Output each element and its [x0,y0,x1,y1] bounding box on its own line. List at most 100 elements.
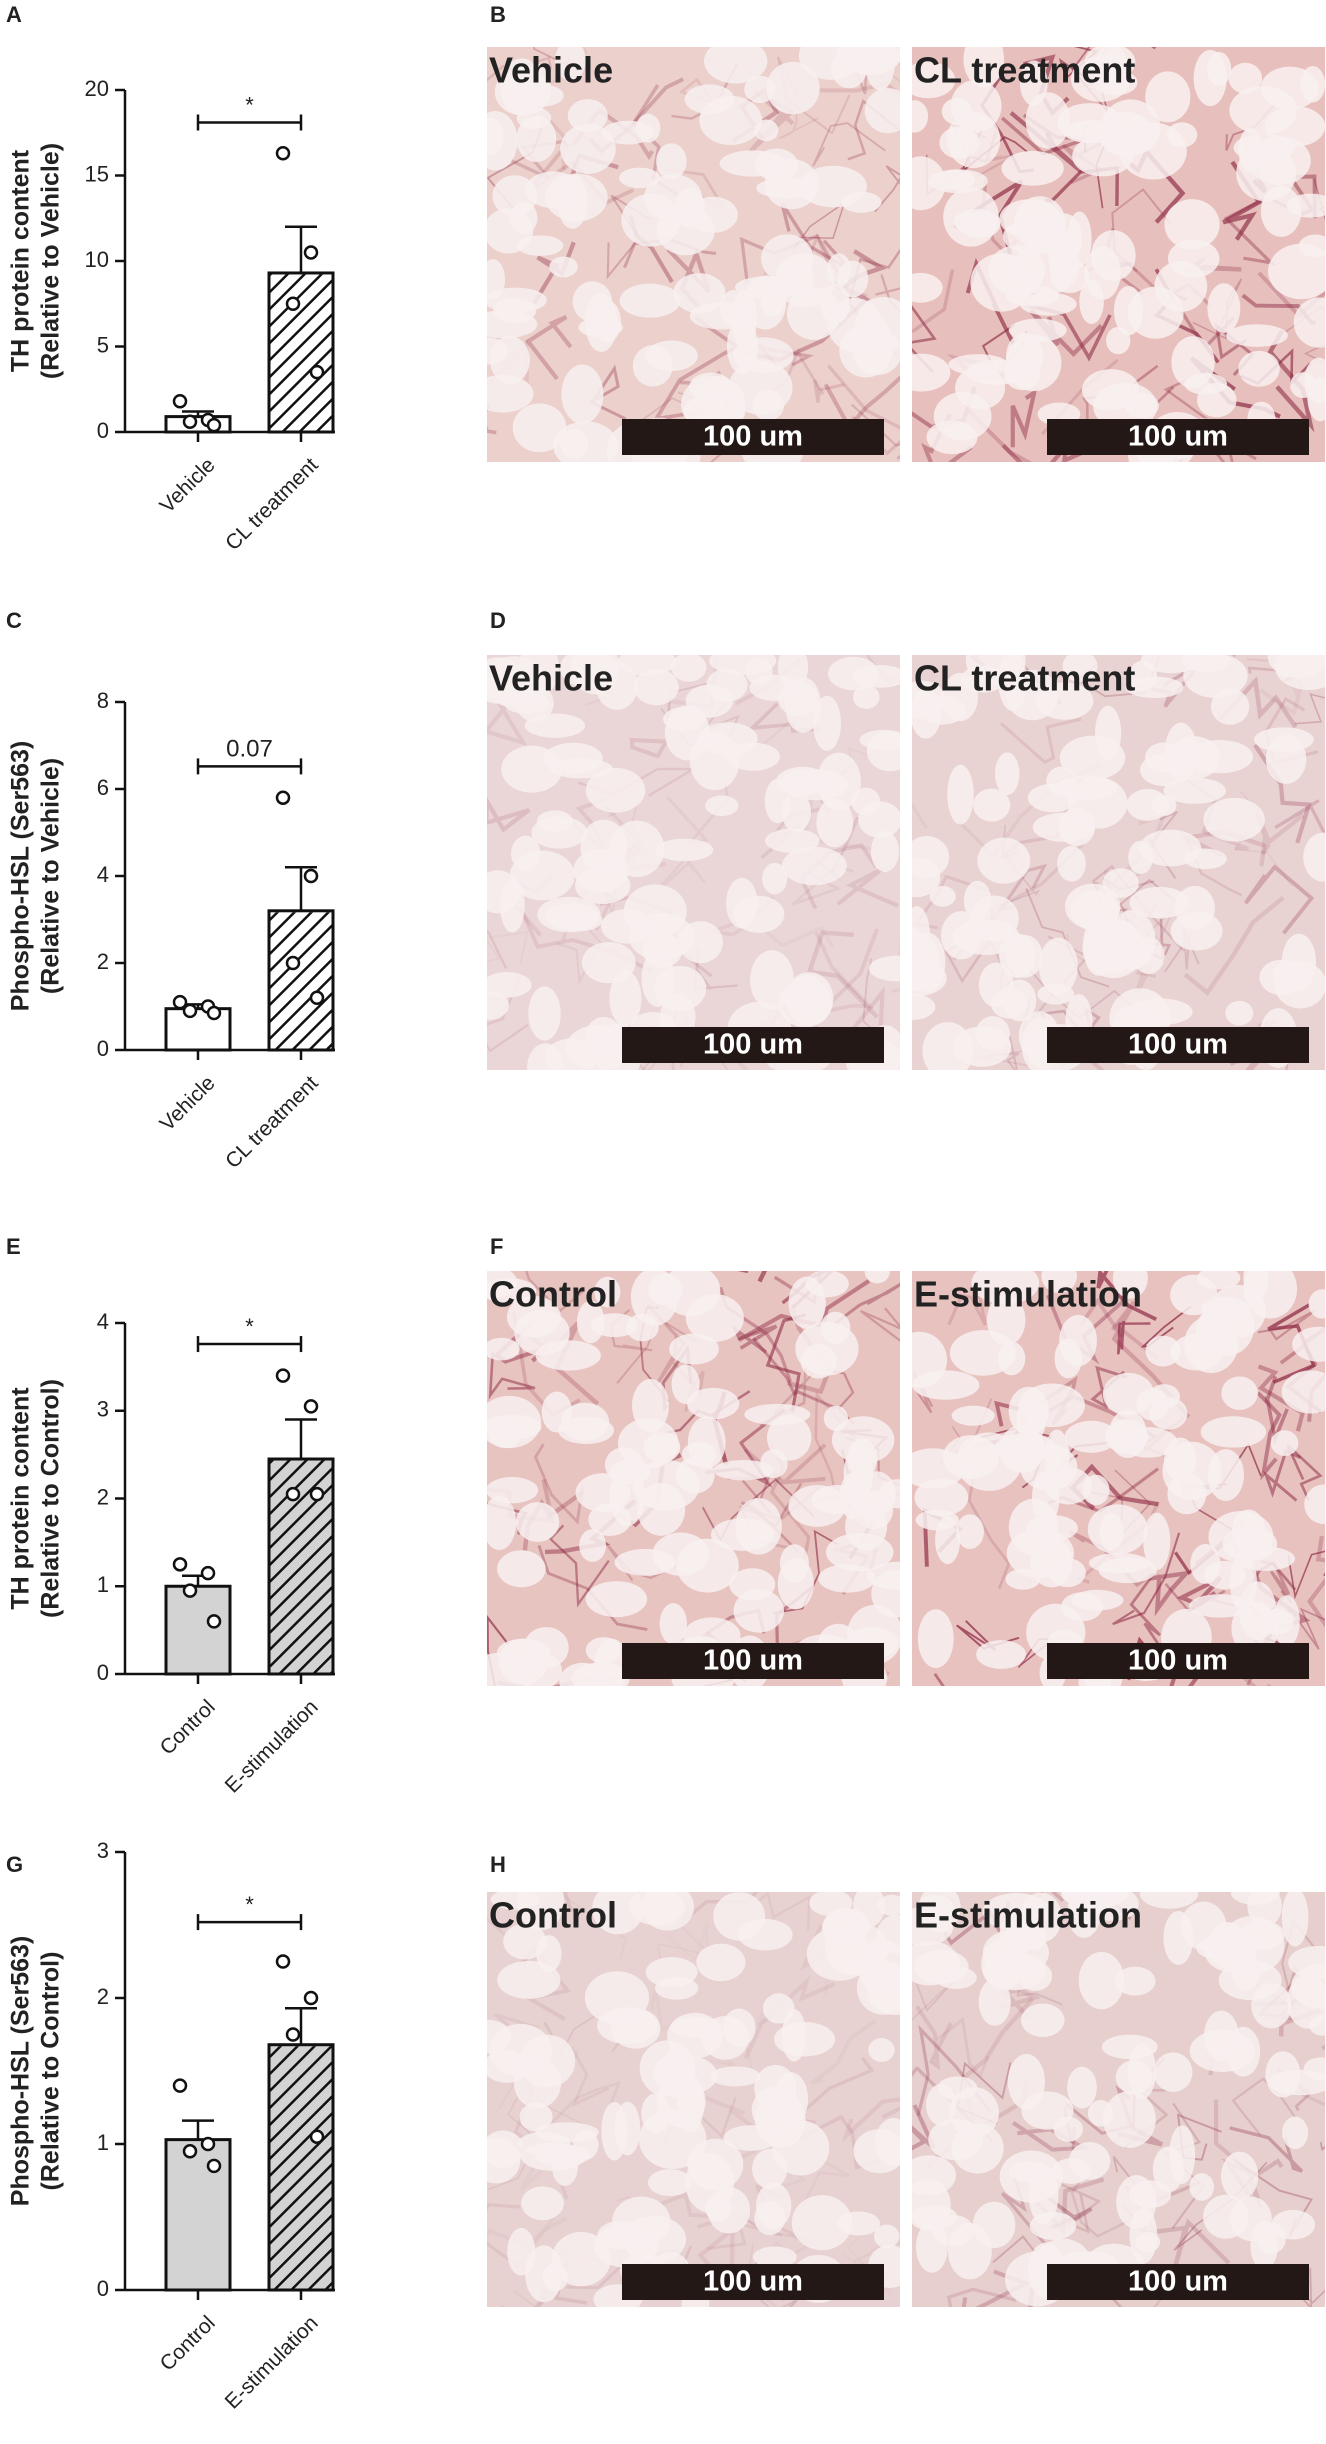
stain-fiber [812,931,875,1016]
stain-fiber [1287,1550,1325,1600]
adipocyte [729,1568,776,1601]
adipocyte [981,1938,1027,1989]
adipocyte [612,2196,671,2247]
adipocyte [744,1403,811,1426]
adipocyte [719,150,786,177]
adipocyte [1281,1892,1309,1947]
adipocyte [1228,62,1263,94]
adipocyte [735,1498,782,1555]
adipocyte [1106,326,1131,355]
adipocyte [950,79,1002,133]
panel-letter: H [490,1852,506,1877]
data-point [206,1614,222,1629]
stain-fiber [1257,1364,1306,1432]
y-tick-label: 1 [97,1572,109,1597]
image-label: E-stimulation [914,1895,1142,1936]
y-axis-label: (Relative to Control) [37,1952,65,2191]
adipocyte [949,1330,1016,1376]
adipocyte [500,58,544,116]
adipocyte [966,359,1027,385]
adipocyte [623,884,687,939]
panel-letter: B [490,2,506,27]
scale-bar-label: 100 um [1128,1645,1228,1677]
adipocyte [1282,2116,1309,2150]
stain-fiber [570,2046,610,2108]
adipocyte [1093,382,1158,431]
bar-hatch [270,2046,332,2289]
adipocyte [1072,135,1134,177]
data-point [172,2078,188,2093]
adipocyte [664,705,710,761]
adipocyte [706,668,748,702]
adipocyte [1201,1297,1250,1321]
stain-fiber [1306,1535,1325,1628]
adipocyte [670,655,707,682]
adipocyte [766,61,820,115]
stain-fiber [731,1324,778,1354]
adipocyte [1115,2060,1153,2094]
y-tick-label: 15 [85,161,109,186]
adipocyte [781,792,812,832]
adipocyte [1114,1966,1156,1996]
adipocyte [594,1638,629,1686]
adipocyte [837,2211,881,2236]
adipocyte [1273,1595,1300,1647]
adipocyte [982,1892,1051,1931]
adipocyte [503,1923,547,1960]
adipocyte [912,857,941,898]
y-tick-label: 3 [97,1397,109,1422]
stain-fiber [1267,1303,1316,1384]
x-tick-label: E-stimulation [221,2311,323,2413]
adipocyte [1064,1420,1118,1453]
adipocyte [1292,1326,1325,1362]
stain-fiber [525,314,573,381]
adipocyte [827,656,880,691]
adipocyte [965,655,1026,686]
data-point [309,1486,325,1502]
adipocyte [512,403,567,453]
adipocyte [912,353,951,392]
adipocyte [816,752,861,811]
stain-fiber [912,2104,936,2151]
adipocyte [595,661,639,710]
bar-hatch [270,274,332,431]
adipocyte [487,1414,542,1440]
adipocyte [1230,2196,1272,2242]
adipocyte [856,1471,896,1517]
stain-fiber [487,930,529,965]
adipocyte [912,993,936,1021]
data-point [309,2129,325,2144]
adipocyte [545,1038,599,1070]
adipocyte [531,816,588,849]
adipocyte [912,1941,960,1986]
adipocyte [686,1387,740,1420]
adipocyte [781,846,847,886]
adipocyte [876,1914,900,1954]
stain-fiber [537,1544,648,1631]
image-label: E-stimulation [914,1274,1142,1315]
y-tick-label: 6 [97,775,109,800]
stain-fiber [947,1288,987,1326]
data-point [172,393,188,409]
adipocyte [549,256,578,278]
adipocyte [999,2150,1064,2203]
adipocyte [1233,133,1295,162]
adipocyte [831,48,868,89]
adipocyte [1008,1386,1049,1436]
stain-fiber [915,2005,953,2071]
stain-fiber [488,1352,536,1400]
adipocyte [497,1960,561,1999]
data-point [303,1990,319,2006]
adipocyte [912,156,946,211]
image-label: Vehicle [489,50,613,91]
adipocyte [975,1016,1010,1051]
adipocyte [912,2155,957,2196]
adipocyte [1239,1581,1277,1641]
adipocyte [1059,1314,1098,1367]
adipocyte [789,974,825,1016]
adipocyte [645,1957,698,1988]
stain-fiber [1002,1036,1020,1070]
y-tick-label: 0 [97,1660,109,1685]
data-point [303,245,319,260]
adipocyte [1225,1000,1254,1026]
